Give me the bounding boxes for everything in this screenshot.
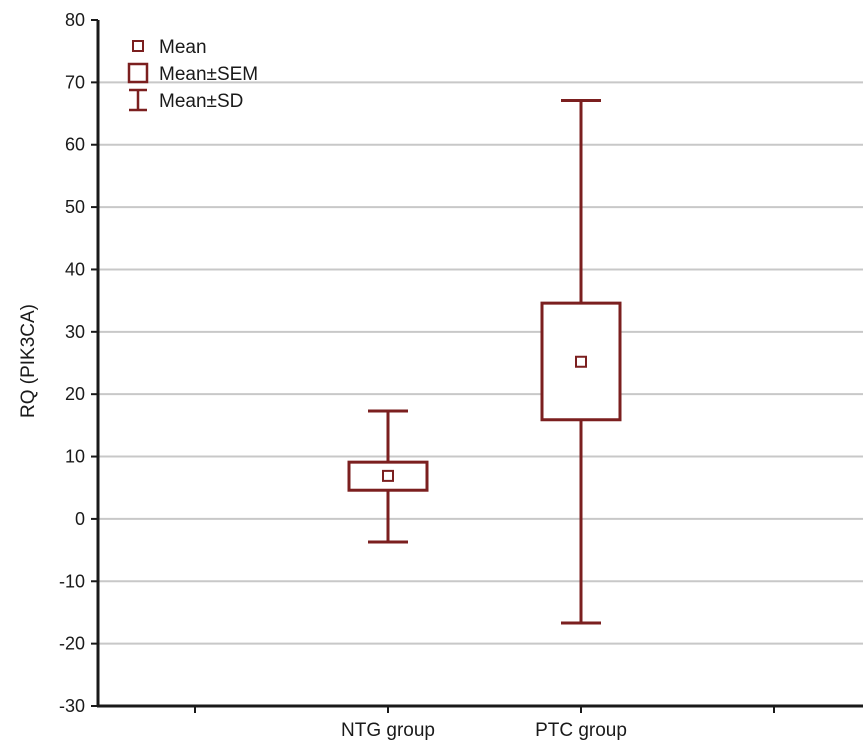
data-groups [347, 98, 622, 625]
y-tick-label: 70 [65, 72, 85, 92]
y-axis-label: RQ (PIK3CA) [18, 304, 39, 418]
y-tick-label: -10 [59, 571, 85, 591]
x-category-label: NTG group [341, 720, 435, 741]
x-category-label: PTC group [535, 720, 627, 741]
y-tick-label: 40 [65, 259, 85, 279]
axes: NTG group PTC group [96, 20, 863, 741]
y-tick-label: 80 [65, 10, 85, 30]
group-1 [347, 409, 429, 544]
y-tick-label: 0 [75, 509, 85, 529]
y-tick-label: 60 [65, 135, 85, 155]
y-tick-label: -30 [59, 696, 85, 716]
legend-sem-symbol [127, 62, 149, 84]
mean-marker [575, 355, 587, 368]
y-tick-label: -20 [59, 634, 85, 654]
legend-label-sd: Mean±SD [159, 91, 243, 112]
legend-label-mean: Mean [159, 37, 207, 58]
legend-mean-symbol [132, 40, 144, 52]
group-2 [540, 98, 622, 625]
y-tick-label: 20 [65, 384, 85, 404]
y-tick-label: 30 [65, 322, 85, 342]
legend-label-sem: Mean±SEM [159, 64, 258, 85]
y-tick-label: 50 [65, 197, 85, 217]
gridlines [98, 81, 863, 645]
y-axis-ticks: -30 -20 -10 0 10 20 30 40 50 60 70 80 [59, 10, 98, 716]
legend: Mean Mean±SEM Mean±SD [127, 37, 258, 112]
y-tick-label: 10 [65, 447, 85, 467]
mean-marker [382, 469, 394, 482]
